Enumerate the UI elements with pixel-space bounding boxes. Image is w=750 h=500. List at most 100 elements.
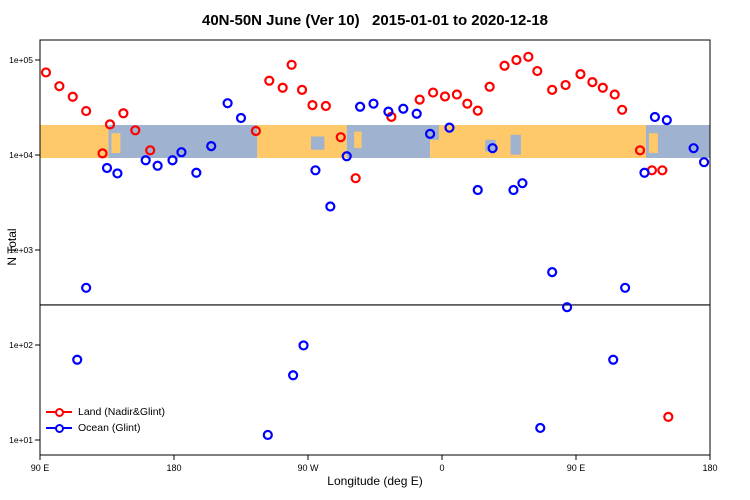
y-tick-label: 1e+05 <box>9 55 33 65</box>
data-point-land <box>264 75 275 86</box>
map-band-ocean <box>108 124 258 158</box>
data-point-ocean <box>688 143 699 154</box>
data-point-land <box>575 69 586 80</box>
data-point-ocean <box>517 178 528 189</box>
data-point-land <box>451 89 462 100</box>
y-tick-label: 1e+01 <box>9 435 33 445</box>
legend-swatch-land <box>46 407 72 417</box>
data-point-land <box>145 145 156 156</box>
data-point-land <box>67 91 78 102</box>
data-point-ocean <box>112 168 123 179</box>
data-point-land <box>414 94 425 105</box>
data-point-land <box>617 104 628 115</box>
data-point-land <box>118 108 129 119</box>
data-point-land <box>499 60 510 71</box>
data-point-land <box>286 59 297 70</box>
data-point-ocean <box>383 106 394 117</box>
data-point-ocean <box>262 429 273 441</box>
data-point-land <box>560 79 571 91</box>
data-point-land <box>296 84 308 95</box>
data-point-ocean <box>325 201 336 212</box>
legend-label-land: Land (Nadir&Glint) <box>78 406 165 418</box>
data-point-ocean <box>535 422 546 434</box>
chart-title: 40N-50N June (Ver 10) 2015-01-01 to 2020… <box>201 12 549 29</box>
legend: Land (Nadir&Glint) Ocean (Glint) <box>46 404 165 436</box>
data-point-land <box>484 81 495 92</box>
data-point-ocean <box>167 155 178 166</box>
x-tick-label: 0 <box>439 463 444 473</box>
data-point-ocean <box>398 103 409 114</box>
data-point-ocean <box>639 167 650 178</box>
data-point-ocean <box>72 354 83 365</box>
data-point-ocean <box>298 340 309 351</box>
data-point-ocean <box>206 141 217 152</box>
map-band-land <box>354 131 362 149</box>
data-point-land <box>427 87 439 98</box>
data-point-land <box>40 67 52 78</box>
data-point-land <box>320 100 331 112</box>
data-point-ocean <box>424 128 436 139</box>
data-point-ocean <box>355 101 366 112</box>
data-point-ocean <box>176 147 187 158</box>
data-point-ocean <box>191 167 202 178</box>
legend-ring-land <box>55 408 64 417</box>
data-point-ocean <box>608 354 619 365</box>
data-point-ocean <box>698 157 710 168</box>
data-point-ocean <box>547 267 558 278</box>
data-point-land <box>657 165 668 176</box>
legend-label-ocean: Ocean (Glint) <box>78 422 141 434</box>
data-point-land <box>532 65 543 77</box>
y-tick-label: 1e+03 <box>9 245 33 255</box>
data-point-land <box>307 100 318 111</box>
map-band-land <box>257 124 347 158</box>
map-band-land <box>648 133 658 154</box>
map-band-land <box>430 124 646 158</box>
data-point-land <box>597 82 608 93</box>
data-point-ocean <box>411 108 422 119</box>
legend-swatch-ocean <box>46 423 72 433</box>
data-point-ocean <box>508 184 519 196</box>
data-point-land <box>130 125 141 136</box>
legend-entry-land: Land (Nadir&Glint) <box>46 404 165 420</box>
x-tick-label: 180 <box>166 463 181 473</box>
data-point-ocean <box>444 122 455 133</box>
data-point-land <box>81 105 92 117</box>
data-point-land <box>523 51 534 62</box>
x-tick-label: 90 W <box>297 463 319 473</box>
legend-entry-ocean: Ocean (Glint) <box>46 420 165 436</box>
plot-border <box>39 39 711 456</box>
x-tick-label: 90 E <box>567 463 586 473</box>
data-point-land <box>350 173 361 184</box>
data-point-ocean <box>472 184 483 196</box>
data-point-land <box>663 411 674 423</box>
data-point-land <box>97 148 108 159</box>
y-axis-label: N Total <box>5 228 19 266</box>
data-point-land <box>250 125 261 137</box>
x-tick-label: 90 E <box>31 463 50 473</box>
data-point-ocean <box>81 282 92 293</box>
data-point-ocean <box>222 98 233 109</box>
data-point-land <box>462 98 473 109</box>
y-tick-label: 1e+04 <box>9 150 33 160</box>
data-point-land <box>104 119 116 130</box>
data-point-land <box>587 77 598 88</box>
data-point-ocean <box>310 165 321 176</box>
x-axis-label: Longitude (deg E) <box>327 474 423 488</box>
data-point-land <box>277 82 288 93</box>
data-point-ocean <box>152 160 163 171</box>
data-point-ocean <box>620 282 631 293</box>
map-band-ocean <box>310 136 325 150</box>
data-point-land <box>547 84 558 95</box>
data-point-land <box>472 105 483 116</box>
data-point-land <box>439 91 451 102</box>
data-point-ocean <box>661 115 672 126</box>
x-tick-label: 180 <box>702 463 717 473</box>
legend-ring-ocean <box>55 424 64 433</box>
data-point-ocean <box>368 98 379 109</box>
data-point-ocean <box>649 111 661 123</box>
map-band-land <box>111 133 121 154</box>
data-point-land <box>54 81 65 92</box>
data-point-land <box>634 145 646 156</box>
